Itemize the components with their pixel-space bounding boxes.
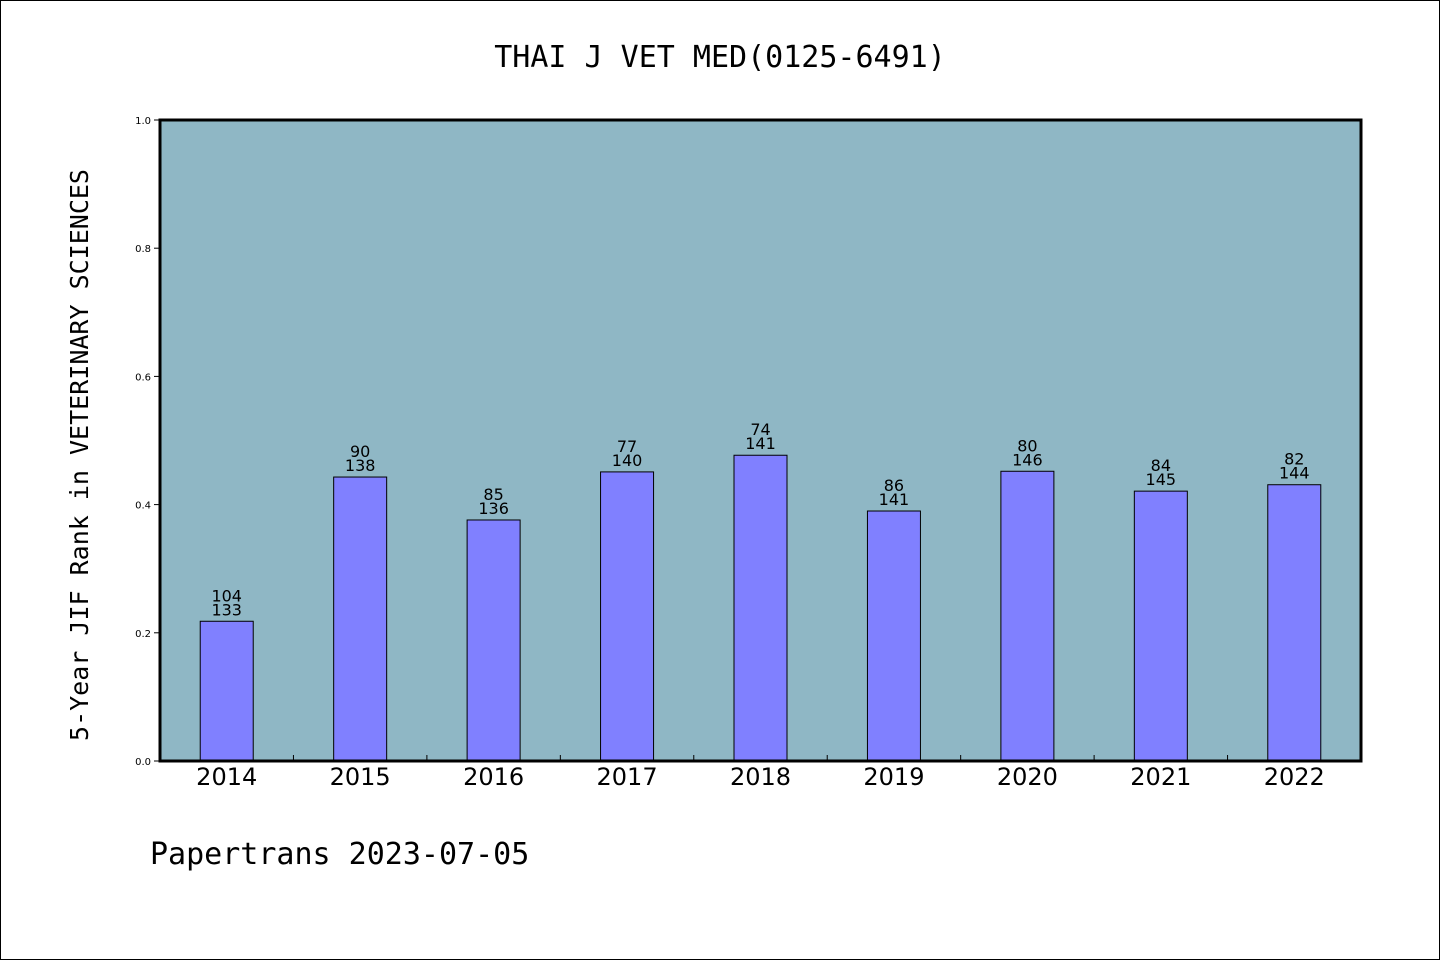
total-label: 146 [1012,450,1043,469]
x-tick-label: 2018 [730,763,791,791]
x-tick-label: 2019 [863,763,924,791]
rank-label: 82 [1284,450,1304,469]
total-label: 141 [745,434,776,453]
y-axis: 0.0 0.2 0.4 0.6 0.8 1.0 [135,116,160,768]
total-label: 141 [879,490,910,509]
y-tick-label: 1.0 [135,116,151,127]
y-tick-label: 0.8 [135,244,151,255]
x-tick-label: 2020 [997,763,1058,791]
bar-series [199,454,1322,762]
chart-title: THAI J VET MED(0125-6491) [494,40,946,75]
total-label: 144 [1279,464,1310,483]
x-tick-label: 2022 [1264,763,1325,791]
total-label: 136 [478,499,509,518]
y-tick-label: 0.4 [135,501,151,512]
rank-label: 86 [884,476,904,495]
rank-label: 104 [211,586,242,605]
rank-label: 80 [1017,436,1037,455]
bar-2019 [866,510,921,762]
bar-2015 [333,476,388,762]
bar-2017 [600,471,655,762]
plot-border [158,118,1363,763]
rank-label: 85 [483,485,503,504]
rank-label: 90 [350,442,370,461]
x-tick-label: 2014 [196,763,257,791]
x-axis: 2014 2015 2016 2017 2018 2019 2020 2021 2022 [196,755,1325,791]
total-label: 140 [612,451,643,470]
total-label: 138 [345,456,376,475]
total-label: 133 [211,600,242,619]
x-tick-label: 2017 [597,763,658,791]
y-tick-label: 0.0 [135,757,151,768]
x-tick-label: 2016 [463,763,524,791]
rank-label: 84 [1151,456,1171,475]
bar-2021 [1133,490,1188,762]
x-tick-label: 2015 [330,763,391,791]
rank-label: 77 [617,437,637,456]
y-tick-label: 0.2 [135,629,151,640]
y-axis-label: 5-Year JIF Rank in VETERINARY SCIENCES [65,169,94,741]
y-tick-label: 0.6 [135,372,151,383]
bar-2016 [466,519,521,762]
footer-source: Papertrans 2023-07-05 [150,837,529,872]
bar-2018 [733,454,788,762]
bar-2022 [1267,484,1322,762]
x-tick-label: 2021 [1130,763,1191,791]
total-label: 145 [1146,470,1177,489]
bar-2014 [199,620,254,762]
bar-2020 [1000,470,1055,762]
rank-label: 74 [750,420,770,439]
